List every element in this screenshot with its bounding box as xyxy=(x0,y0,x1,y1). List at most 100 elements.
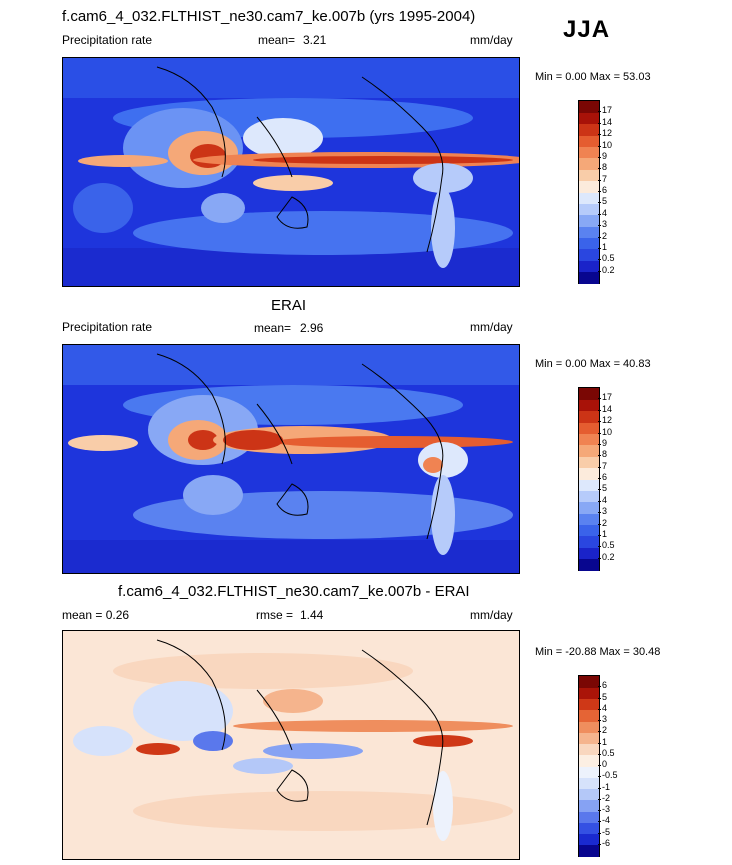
panel2-units: mm/day xyxy=(470,320,513,334)
colorbar-tick xyxy=(598,720,601,721)
panel1-colorbar xyxy=(578,100,600,284)
colorbar-tick xyxy=(598,398,601,400)
colorbar-tick-label: 3 xyxy=(602,506,608,517)
colorbar-cell xyxy=(579,135,599,147)
colorbar-tick xyxy=(598,512,601,514)
colorbar-cell xyxy=(579,180,599,193)
colorbar-tick-label: -0.5 xyxy=(602,770,618,781)
panel2-left-label: Precipitation rate xyxy=(62,320,153,334)
colorbar-cell xyxy=(579,157,599,170)
panel3-stat-value: 1.44 xyxy=(300,608,324,622)
colorbar-tick xyxy=(598,247,601,249)
colorbar-tick xyxy=(598,134,601,136)
colorbar-tick-label: 12 xyxy=(602,415,613,426)
colorbar-tick-label: -1 xyxy=(602,781,611,792)
colorbar-tick-label: 14 xyxy=(602,116,613,127)
panel3-title: f.cam6_4_032.FLTHIST_ne30.cam7_ke.007b -… xyxy=(118,583,470,600)
colorbar-tick xyxy=(598,821,601,823)
colorbar-tick xyxy=(598,843,601,845)
colorbar-tick-label: 7 xyxy=(602,460,608,471)
colorbar-tick xyxy=(598,156,601,158)
panel1-units: mm/day xyxy=(470,33,513,47)
colorbar-tick xyxy=(598,145,601,147)
colorbar-cell xyxy=(579,479,599,491)
colorbar-tick xyxy=(598,202,601,204)
colorbar-cell xyxy=(579,754,599,767)
colorbar-cell xyxy=(579,271,599,284)
colorbar-tick-label: 3 xyxy=(602,219,608,230)
panel1-title: f.cam6_4_032.FLTHIST_ne30.cam7_ke.007b (… xyxy=(62,8,476,25)
colorbar-tick-label: -5 xyxy=(602,826,611,837)
colorbar-tick xyxy=(598,259,601,261)
colorbar-cell xyxy=(579,490,599,503)
panel3-map xyxy=(62,630,520,860)
colorbar-cell xyxy=(579,687,599,699)
colorbar-tick-label: 0.5 xyxy=(602,747,615,758)
colorbar-tick xyxy=(598,179,601,181)
colorbar-tick-label: 6 xyxy=(602,185,608,195)
colorbar-tick xyxy=(598,168,601,170)
panel1-precip-field xyxy=(63,58,519,286)
panel2-stat-label: mean= xyxy=(254,321,292,335)
panel3-units: mm/day xyxy=(470,608,513,622)
colorbar-tick xyxy=(598,776,601,778)
colorbar-tick-label: 1 xyxy=(602,241,608,252)
colorbar-cell xyxy=(579,732,599,744)
colorbar-cell xyxy=(579,788,599,801)
colorbar-tick xyxy=(598,523,601,525)
colorbar-tick xyxy=(598,832,601,834)
colorbar-cell xyxy=(579,524,599,537)
colorbar-tick-label: 5 xyxy=(602,196,608,207)
panel2-coastlines xyxy=(156,353,444,540)
colorbar-cell xyxy=(579,822,599,834)
colorbar-tick-label: 4 xyxy=(602,702,608,713)
colorbar-tick xyxy=(598,708,601,710)
colorbar-tick-label: 3 xyxy=(602,714,608,724)
colorbar-tick xyxy=(598,765,601,766)
colorbar-cell xyxy=(579,456,599,469)
colorbar-tick xyxy=(598,697,601,699)
panel3-diff-field xyxy=(63,631,519,859)
panel2-minmax: Min = 0.00 Max = 40.83 xyxy=(535,358,651,370)
colorbar-tick-label: 5 xyxy=(602,483,608,494)
colorbar-cell xyxy=(579,777,599,789)
colorbar-tick-label: -2 xyxy=(602,792,611,803)
colorbar-cell xyxy=(579,444,599,457)
colorbar-tick-label: 10 xyxy=(602,139,613,150)
panel2-colorbar xyxy=(578,387,600,571)
colorbar-cell xyxy=(579,676,599,688)
colorbar-tick xyxy=(598,432,601,434)
colorbar-tick xyxy=(598,421,601,423)
colorbar-tick-label: -4 xyxy=(602,815,611,826)
colorbar-cell xyxy=(579,169,599,182)
colorbar-tick-label: 10 xyxy=(602,426,613,437)
colorbar-tick-label: 6 xyxy=(602,472,608,482)
colorbar-tick-label: 0.2 xyxy=(602,264,615,275)
colorbar-cell xyxy=(579,535,599,548)
colorbar-tick xyxy=(598,489,601,491)
colorbar-tick-label: 8 xyxy=(602,449,608,460)
colorbar-tick xyxy=(598,191,601,192)
colorbar-tick-label: 17 xyxy=(602,105,613,116)
panel3-minmax: Min = -20.88 Max = 30.48 xyxy=(535,646,661,658)
colorbar-cell xyxy=(579,743,599,756)
panel1-minmax: Min = 0.00 Max = 53.03 xyxy=(535,71,651,83)
panel1-stat-value: 3.21 xyxy=(303,33,327,47)
colorbar-cell xyxy=(579,513,599,525)
colorbar-tick xyxy=(598,534,601,536)
colorbar-tick xyxy=(598,731,601,733)
colorbar-tick xyxy=(598,686,601,688)
colorbar-tick xyxy=(598,478,601,479)
colorbar-tick-label: 5 xyxy=(602,691,608,702)
colorbar-tick-label: -6 xyxy=(602,837,611,848)
colorbar-cell xyxy=(579,433,599,446)
colorbar-tick xyxy=(598,798,601,800)
colorbar-tick xyxy=(598,787,601,789)
panel1-coastlines xyxy=(156,66,444,253)
colorbar-cell xyxy=(579,467,599,480)
colorbar-cell xyxy=(579,558,599,571)
colorbar-tick xyxy=(598,557,601,559)
colorbar-tick-label: 0.5 xyxy=(602,540,615,551)
colorbar-tick-label: 12 xyxy=(602,128,613,139)
season-label: JJA xyxy=(563,16,611,43)
